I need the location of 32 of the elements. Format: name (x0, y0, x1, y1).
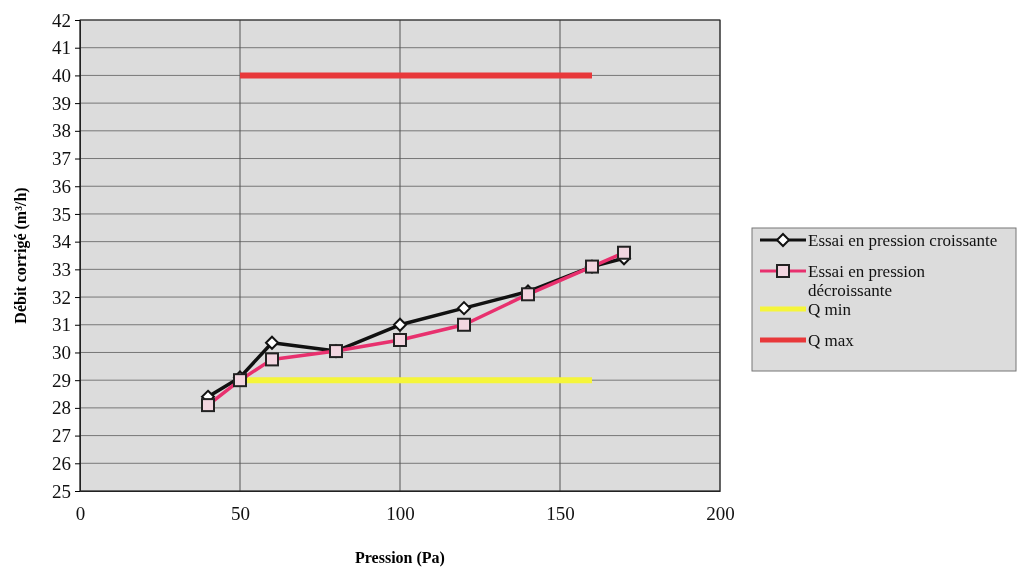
y-tick-label: 31 (52, 314, 71, 336)
y-tick-label: 30 (52, 342, 71, 364)
y-tick-label: 28 (52, 397, 71, 419)
y-tick-label: 39 (52, 92, 71, 114)
x-tick-label: 200 (706, 503, 735, 525)
point (393, 317, 407, 332)
x-tick-label: 150 (546, 503, 575, 525)
x-tick-label: 50 (231, 503, 250, 525)
y-tick-label: 40 (52, 64, 71, 86)
y-tick-label: 25 (52, 480, 71, 502)
legend-label: Q min (808, 300, 852, 319)
legend-label: Q max (808, 331, 855, 350)
legend-label: Essai en pression décroissante (808, 262, 926, 300)
y-tick-label: 29 (52, 369, 71, 391)
point (265, 335, 279, 350)
y-tick-label: 27 (52, 425, 71, 447)
y-tick-label: 38 (52, 120, 71, 142)
x-axis-title: Pression (Pa) (355, 549, 445, 567)
y-tick-label: 33 (52, 258, 71, 280)
y-tick-label: 41 (52, 37, 71, 59)
y-tick-label: 36 (52, 175, 71, 197)
y-tick-label: 34 (52, 231, 72, 253)
y-tick-label: 37 (52, 148, 71, 170)
legend-label: Essai en pression croissante (808, 231, 998, 250)
y-tick-label: 35 (52, 203, 71, 225)
y-axis-title: Débit corrigé (m³/h) (12, 187, 30, 324)
x-tick-label: 100 (386, 503, 415, 525)
x-tick-label: 0 (75, 503, 86, 525)
y-tick-label: 26 (52, 452, 71, 474)
point (457, 301, 471, 316)
y-tick-label: 32 (52, 286, 71, 308)
y-tick-label: 42 (52, 9, 71, 31)
